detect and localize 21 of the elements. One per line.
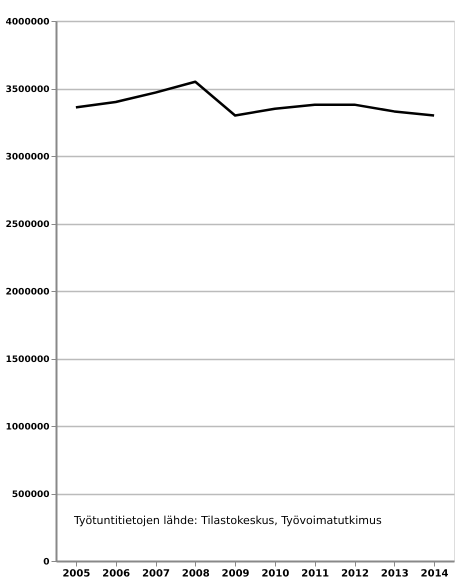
x-tick-label: 2013 xyxy=(380,568,409,580)
x-tick-label: 2011 xyxy=(301,568,330,580)
y-tick-label: 1000000 xyxy=(6,422,50,432)
y-tick-label: 3500000 xyxy=(6,85,50,95)
line-series xyxy=(74,80,436,117)
y-tick-label: 4000000 xyxy=(6,18,50,28)
x-tick-label: 2008 xyxy=(182,568,210,580)
x-tick-label: 2005 xyxy=(62,568,90,580)
y-tick-label: 2500000 xyxy=(6,220,50,230)
x-tick-label: 2014 xyxy=(420,568,449,580)
x-tick-label: 2010 xyxy=(261,568,290,580)
y-tick-label: 500000 xyxy=(12,490,50,500)
x-tick-label: 2006 xyxy=(102,568,130,580)
y-tick-label: 3000000 xyxy=(6,152,50,162)
x-tick-label: 2007 xyxy=(142,568,170,580)
x-tick-label: 2012 xyxy=(341,568,369,580)
y-tick-label: 1500000 xyxy=(6,355,50,365)
x-tick-label: 2009 xyxy=(222,568,250,580)
y-tick-label: 0 xyxy=(43,558,50,568)
y-tick-label: 2000000 xyxy=(6,288,50,298)
annotation: Työtuntitietojen lähde: Tilastokeskus, Työvoimatutkimus xyxy=(73,514,382,527)
